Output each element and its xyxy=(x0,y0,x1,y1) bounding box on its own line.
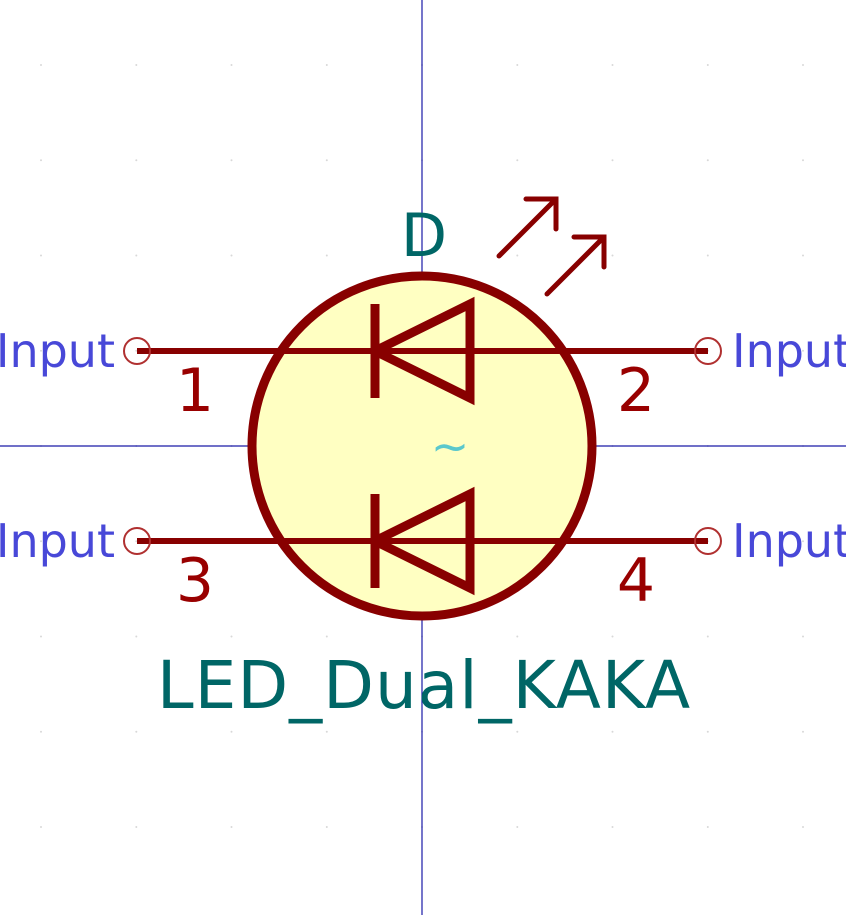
grid-dot xyxy=(516,826,519,828)
diode-lower xyxy=(364,486,475,596)
grid-dot xyxy=(706,159,709,162)
grid-dot xyxy=(230,159,233,162)
grid-dot xyxy=(230,254,233,257)
pin-1-connector[interactable] xyxy=(123,337,151,365)
grid-dot xyxy=(230,826,233,828)
grid-dot xyxy=(135,826,138,828)
grid-dot xyxy=(135,64,138,66)
grid-dot xyxy=(706,254,709,257)
pin-2-connector[interactable] xyxy=(694,337,722,365)
grid-dot xyxy=(802,635,804,638)
grid-dot xyxy=(706,826,709,828)
grid-dot xyxy=(230,635,233,638)
diode-upper xyxy=(364,296,475,406)
component-value: LED_Dual_KAKA xyxy=(157,647,691,724)
grid-dot xyxy=(40,540,42,543)
grid-dot xyxy=(135,159,138,162)
pin-3-connector[interactable] xyxy=(123,527,151,555)
grid-dot xyxy=(40,64,42,66)
grid-dot xyxy=(135,730,138,733)
pin-3-type: Input xyxy=(0,514,115,568)
pin-1-number: 1 xyxy=(176,356,214,426)
grid-dot xyxy=(802,254,804,257)
grid-dot xyxy=(706,64,709,66)
grid-dot xyxy=(135,254,138,257)
grid-dot xyxy=(802,159,804,162)
pin-4-number: 4 xyxy=(617,546,655,616)
grid-dot xyxy=(325,730,328,733)
grid-dot xyxy=(40,254,42,257)
grid-dot xyxy=(611,730,614,733)
grid-dot xyxy=(611,64,614,66)
grid-dot xyxy=(135,349,138,352)
pin-3-number: 3 xyxy=(176,546,214,616)
grid-dot xyxy=(325,159,328,162)
grid-dot xyxy=(611,635,614,638)
grid-dot xyxy=(611,254,614,257)
grid-dot xyxy=(516,730,519,733)
led-body[interactable] xyxy=(247,271,597,621)
grid-dot xyxy=(516,254,519,257)
grid-dot xyxy=(40,635,42,638)
grid-dot xyxy=(325,635,328,638)
grid-dot xyxy=(611,826,614,828)
grid-dot xyxy=(40,349,42,352)
grid-dot xyxy=(802,64,804,66)
grid-dot xyxy=(40,159,42,162)
grid-dot xyxy=(706,635,709,638)
grid-dot xyxy=(325,826,328,828)
grid-dot xyxy=(706,730,709,733)
grid-dot xyxy=(611,159,614,162)
grid-dot xyxy=(40,730,42,733)
grid-dot xyxy=(802,349,804,352)
reference-designator: D xyxy=(401,201,447,271)
grid-dot xyxy=(516,635,519,638)
pin-4-connector[interactable] xyxy=(694,527,722,555)
grid-dot xyxy=(802,826,804,828)
grid-dot xyxy=(230,64,233,66)
pin-4-type: Input xyxy=(732,514,846,568)
grid-dot xyxy=(40,826,42,828)
grid-dot xyxy=(516,64,519,66)
pin-1-type: Input xyxy=(0,324,115,378)
grid-dot xyxy=(802,540,804,543)
center-mark: ~ xyxy=(431,419,470,473)
grid-dot xyxy=(135,540,138,543)
grid-dot xyxy=(516,159,519,162)
emission-arrows-icon xyxy=(496,196,607,297)
grid-dot xyxy=(325,64,328,66)
grid-dot xyxy=(230,730,233,733)
grid-dot xyxy=(802,730,804,733)
pin-2-number: 2 xyxy=(617,356,655,426)
grid-dot xyxy=(325,254,328,257)
grid-dot xyxy=(135,635,138,638)
pin-2-type: Input xyxy=(732,324,846,378)
